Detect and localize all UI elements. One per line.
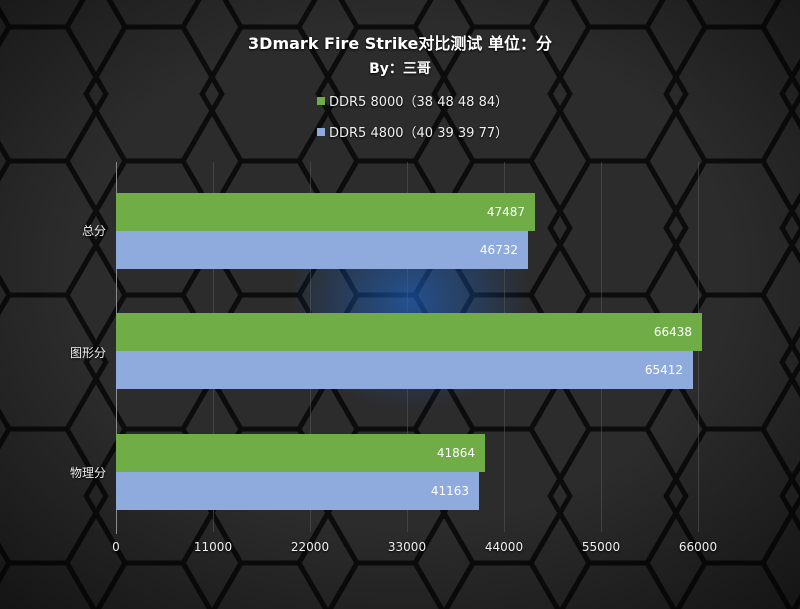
chart-title: 3Dmark Fire Strike对比测试 单位：分: [248, 34, 552, 53]
category-label-total: 总分: [81, 224, 106, 238]
legend-item-ddr5-8000[interactable]: DDR5 8000（38 48 48 84）: [317, 91, 508, 110]
bar-total-ddr5-8000[interactable]: 47487: [116, 193, 535, 231]
legend-item-ddr5-4800[interactable]: DDR5 4800（40 39 39 77）: [317, 122, 508, 141]
bar-value-label: 65412: [644, 363, 683, 377]
x-tick-label: 44000: [484, 540, 524, 554]
legend-swatch-blue-icon: [317, 127, 325, 136]
bar-graphics-ddr5-4800[interactable]: 65412: [116, 351, 693, 389]
bar-value-label: 41163: [430, 484, 469, 498]
category-label-graphics: 图形分: [69, 346, 106, 360]
bar-value-label: 41864: [436, 446, 475, 460]
category-label-physics: 物理分: [69, 466, 106, 480]
x-tick-label: 0: [112, 540, 120, 554]
x-tick-label: 55000: [581, 540, 621, 554]
legend-label: DDR5 4800（40 39 39 77）: [329, 126, 509, 141]
x-tick-label: 22000: [290, 540, 330, 554]
legend-swatch-green-icon: [317, 96, 325, 105]
x-tick-label: 66000: [678, 540, 718, 554]
bar-value-label: 47487: [486, 205, 525, 219]
bar-value-label: 66438: [653, 325, 692, 339]
legend-label: DDR5 8000（38 48 48 84）: [329, 95, 509, 110]
x-tick-label: 11000: [193, 540, 233, 554]
bar-physics-ddr5-8000[interactable]: 41864: [116, 434, 485, 472]
bar-value-label: 46732: [479, 243, 518, 257]
bar-total-ddr5-4800[interactable]: 46732: [116, 231, 528, 269]
x-tick-label: 33000: [387, 540, 427, 554]
bar-physics-ddr5-4800[interactable]: 41163: [116, 472, 479, 510]
plot-area: 47487 46732 66438 65412 41864 41163: [116, 162, 702, 534]
bar-graphics-ddr5-8000[interactable]: 66438: [116, 313, 702, 351]
chart-subtitle: By：三哥: [369, 61, 431, 77]
